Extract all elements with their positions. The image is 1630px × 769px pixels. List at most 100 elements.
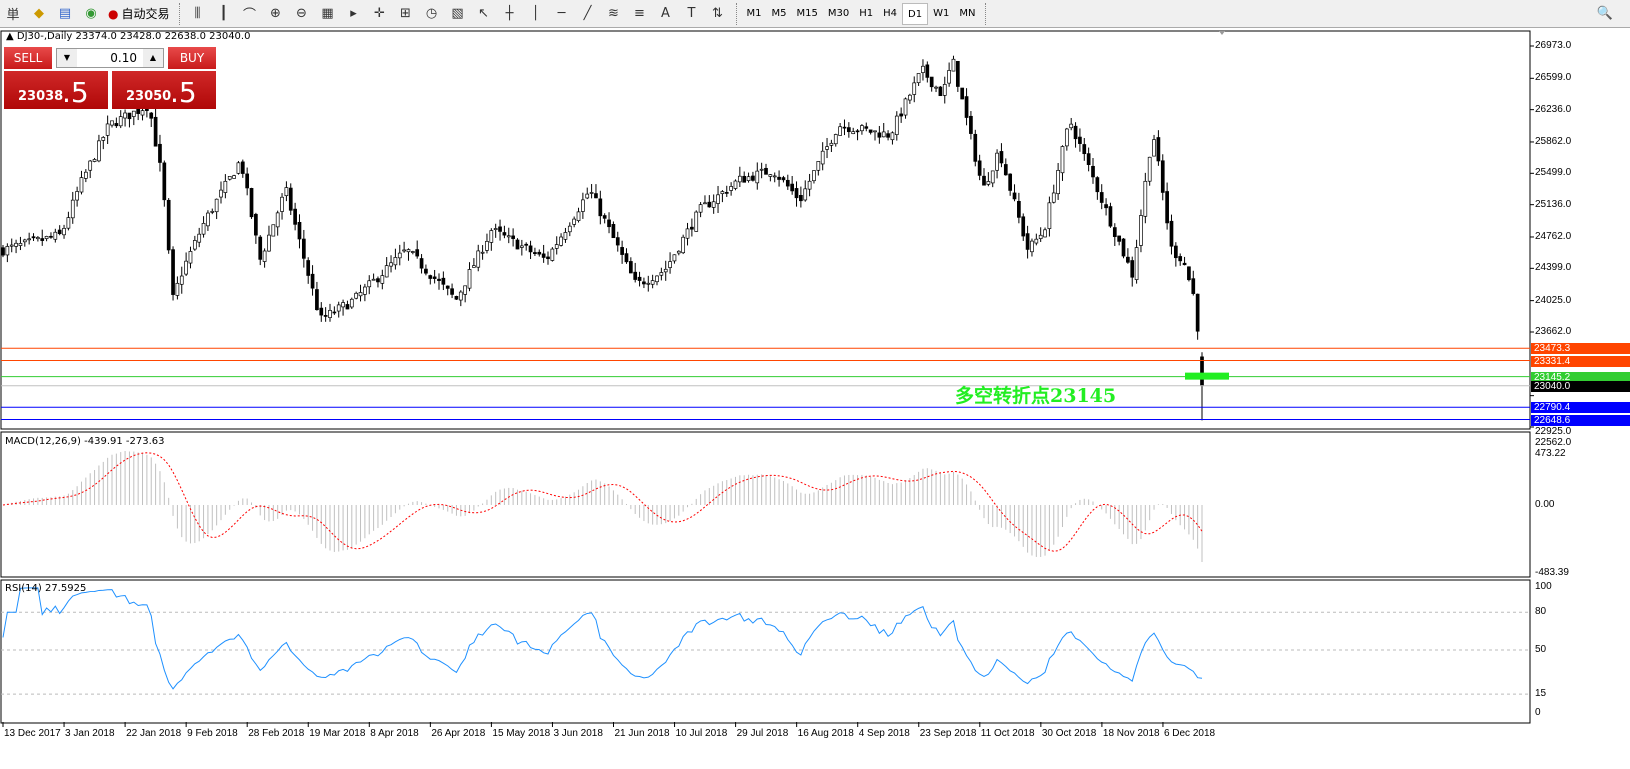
chart-tool-17-icon[interactable]: ≡ [634, 6, 645, 21]
candle-body [550, 248, 555, 261]
chart-tool-13-icon[interactable]: │ [531, 6, 540, 21]
candle-body [751, 175, 755, 181]
candle-body [201, 223, 206, 235]
search-icon[interactable]: 🔍 [1596, 6, 1614, 21]
terminal-icon[interactable]: ▤ [58, 6, 72, 21]
candle-body [1073, 125, 1078, 140]
symbol-info: ▲ DJ30-,Daily 23374.0 23428.0 22638.0 23… [6, 31, 251, 42]
signals-icon[interactable]: ◉ [85, 6, 97, 21]
date-tick-label: 22 Jan 2018 [126, 728, 182, 739]
chart-tool-10-icon[interactable]: ▧ [451, 6, 464, 21]
candle-body [755, 170, 760, 184]
candle-body [929, 76, 934, 88]
candle-body [676, 250, 681, 254]
sell-button[interactable]: SELL [4, 47, 52, 69]
candle-body [493, 228, 498, 230]
candle-body [977, 160, 982, 176]
candle-body [1121, 238, 1126, 257]
candle-body [877, 132, 882, 138]
timeframe-m1-button[interactable]: M1 [746, 7, 762, 19]
chart-tool-9-icon[interactable]: ◷ [425, 6, 438, 21]
chart-tool-12-icon[interactable]: ┼ [505, 6, 514, 21]
candle-body [1104, 204, 1108, 209]
chart-tool-15-icon[interactable]: ╱ [583, 6, 592, 21]
chart-area[interactable] [0, 30, 1630, 769]
chart-tool-11-icon[interactable]: ↖ [478, 6, 489, 21]
navigator-icon[interactable]: ◆ [34, 6, 44, 21]
candle-body [659, 272, 664, 276]
chart-tool-5-icon[interactable]: ▦ [321, 6, 334, 21]
chart-tool-1-icon[interactable]: ┃ [219, 6, 228, 21]
chart-tool-18-icon[interactable]: A [661, 6, 670, 21]
chart-tool-0-icon[interactable]: ⫼ [194, 6, 201, 21]
candle-body [519, 245, 524, 248]
candle-body [1126, 256, 1130, 263]
sell-price-button[interactable]: 23038 .5 [4, 71, 108, 109]
rsi-title: RSI(14) 27.5925 [5, 583, 87, 594]
chart-tool-16-icon[interactable]: ≋ [608, 6, 619, 21]
candle-body [602, 215, 607, 219]
candle-body [428, 275, 433, 279]
chart-tool-19-icon[interactable]: T [687, 6, 696, 21]
timeframe-m5-button[interactable]: M5 [771, 7, 787, 19]
buy-button[interactable]: BUY [168, 47, 216, 69]
candle-body [22, 239, 27, 243]
candle-body [1095, 177, 1100, 193]
autotrading-button[interactable]: ● 自动交易 [106, 3, 172, 25]
candle-body [742, 175, 747, 183]
candle-body [162, 162, 167, 201]
chart-tool-2-icon[interactable]: ⌒ [242, 8, 256, 23]
candle-body [410, 251, 415, 253]
candle-body [445, 285, 450, 289]
candle-body [53, 231, 58, 240]
candle-body [790, 183, 795, 192]
candle-body [336, 304, 341, 312]
lot-increase-button[interactable]: ▲ [143, 49, 163, 67]
timeframe-m15-button[interactable]: M15 [796, 7, 818, 19]
lot-decrease-button[interactable]: ▼ [57, 49, 77, 67]
new-order-button[interactable]: 単 [6, 8, 20, 23]
candle-body [140, 110, 145, 116]
candle-body [284, 187, 289, 197]
candle-body [1078, 136, 1082, 144]
lot-size-input[interactable]: 0.10 [110, 51, 137, 65]
candle-body [88, 160, 93, 171]
chart-tool-4-icon[interactable]: ⊖ [296, 6, 307, 21]
candle-body [262, 250, 267, 262]
candle-body [66, 217, 71, 229]
candle-body [716, 194, 720, 204]
timeframe-w1-button[interactable]: W1 [933, 7, 950, 19]
date-tick-label: 26 Apr 2018 [431, 728, 486, 739]
candle-body [925, 64, 930, 78]
chart-tool-7-icon[interactable]: ✛ [374, 6, 385, 21]
candle-body [5, 246, 10, 256]
buy-price-button[interactable]: 23050 .5 [112, 71, 216, 109]
chart-tool-20-icon[interactable]: ⇅ [712, 6, 723, 21]
candle-body [280, 196, 284, 212]
rsi-tick-label: 100 [1535, 581, 1552, 592]
candle-body [812, 170, 816, 182]
timeframe-mn-button[interactable]: MN [959, 7, 976, 19]
chart-tool-14-icon[interactable]: ─ [557, 6, 566, 21]
candle-body [842, 126, 847, 129]
candle-body [1060, 146, 1065, 174]
candle-body [951, 58, 956, 72]
candle-body [746, 176, 751, 181]
timeframe-h4-button[interactable]: H4 [883, 7, 897, 19]
candle-body [642, 281, 646, 285]
candle-body [646, 282, 651, 285]
timeframe-m30-button[interactable]: M30 [827, 7, 850, 19]
candle-body [79, 177, 84, 193]
timeframe-d1-button[interactable]: D1 [902, 2, 929, 25]
rsi-pane-frame [0, 579, 1531, 724]
candle-body [502, 232, 507, 236]
chart-tool-6-icon[interactable]: ▸ [350, 6, 357, 21]
lot-size-stepper[interactable]: ▼ 0.10 ▲ [56, 48, 164, 68]
date-tick-label: 6 Dec 2018 [1163, 728, 1216, 739]
chart-tool-8-icon[interactable]: ⊞ [400, 6, 411, 21]
chart-tool-3-icon[interactable]: ⊕ [270, 6, 281, 21]
candle-body [938, 86, 943, 97]
timeframe-h1-button[interactable]: H1 [859, 7, 874, 19]
one-click-trading-panel: SELL ▼ 0.10 ▲ BUY 23038 .5 23050 .5 [4, 47, 216, 109]
candle-body [515, 239, 520, 250]
